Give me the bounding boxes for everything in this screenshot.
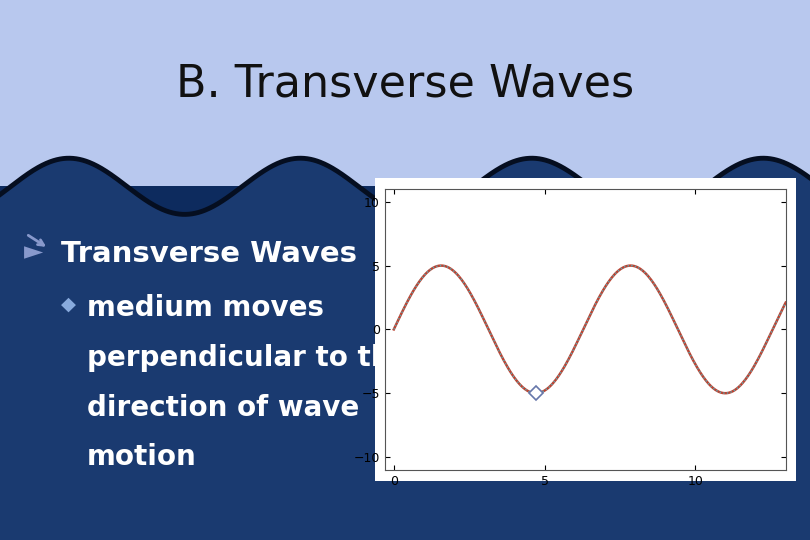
Text: direction of wave: direction of wave [87,394,359,422]
Text: motion: motion [87,443,196,471]
Text: medium moves: medium moves [87,294,324,322]
Text: perpendicular to the: perpendicular to the [87,344,409,372]
Text: ◆: ◆ [61,294,76,313]
Text: ►: ► [24,240,44,264]
Text: Transverse Waves: Transverse Waves [61,240,356,268]
Polygon shape [0,158,810,540]
Bar [0,0,810,186]
Text: B. Transverse Waves: B. Transverse Waves [176,62,634,105]
